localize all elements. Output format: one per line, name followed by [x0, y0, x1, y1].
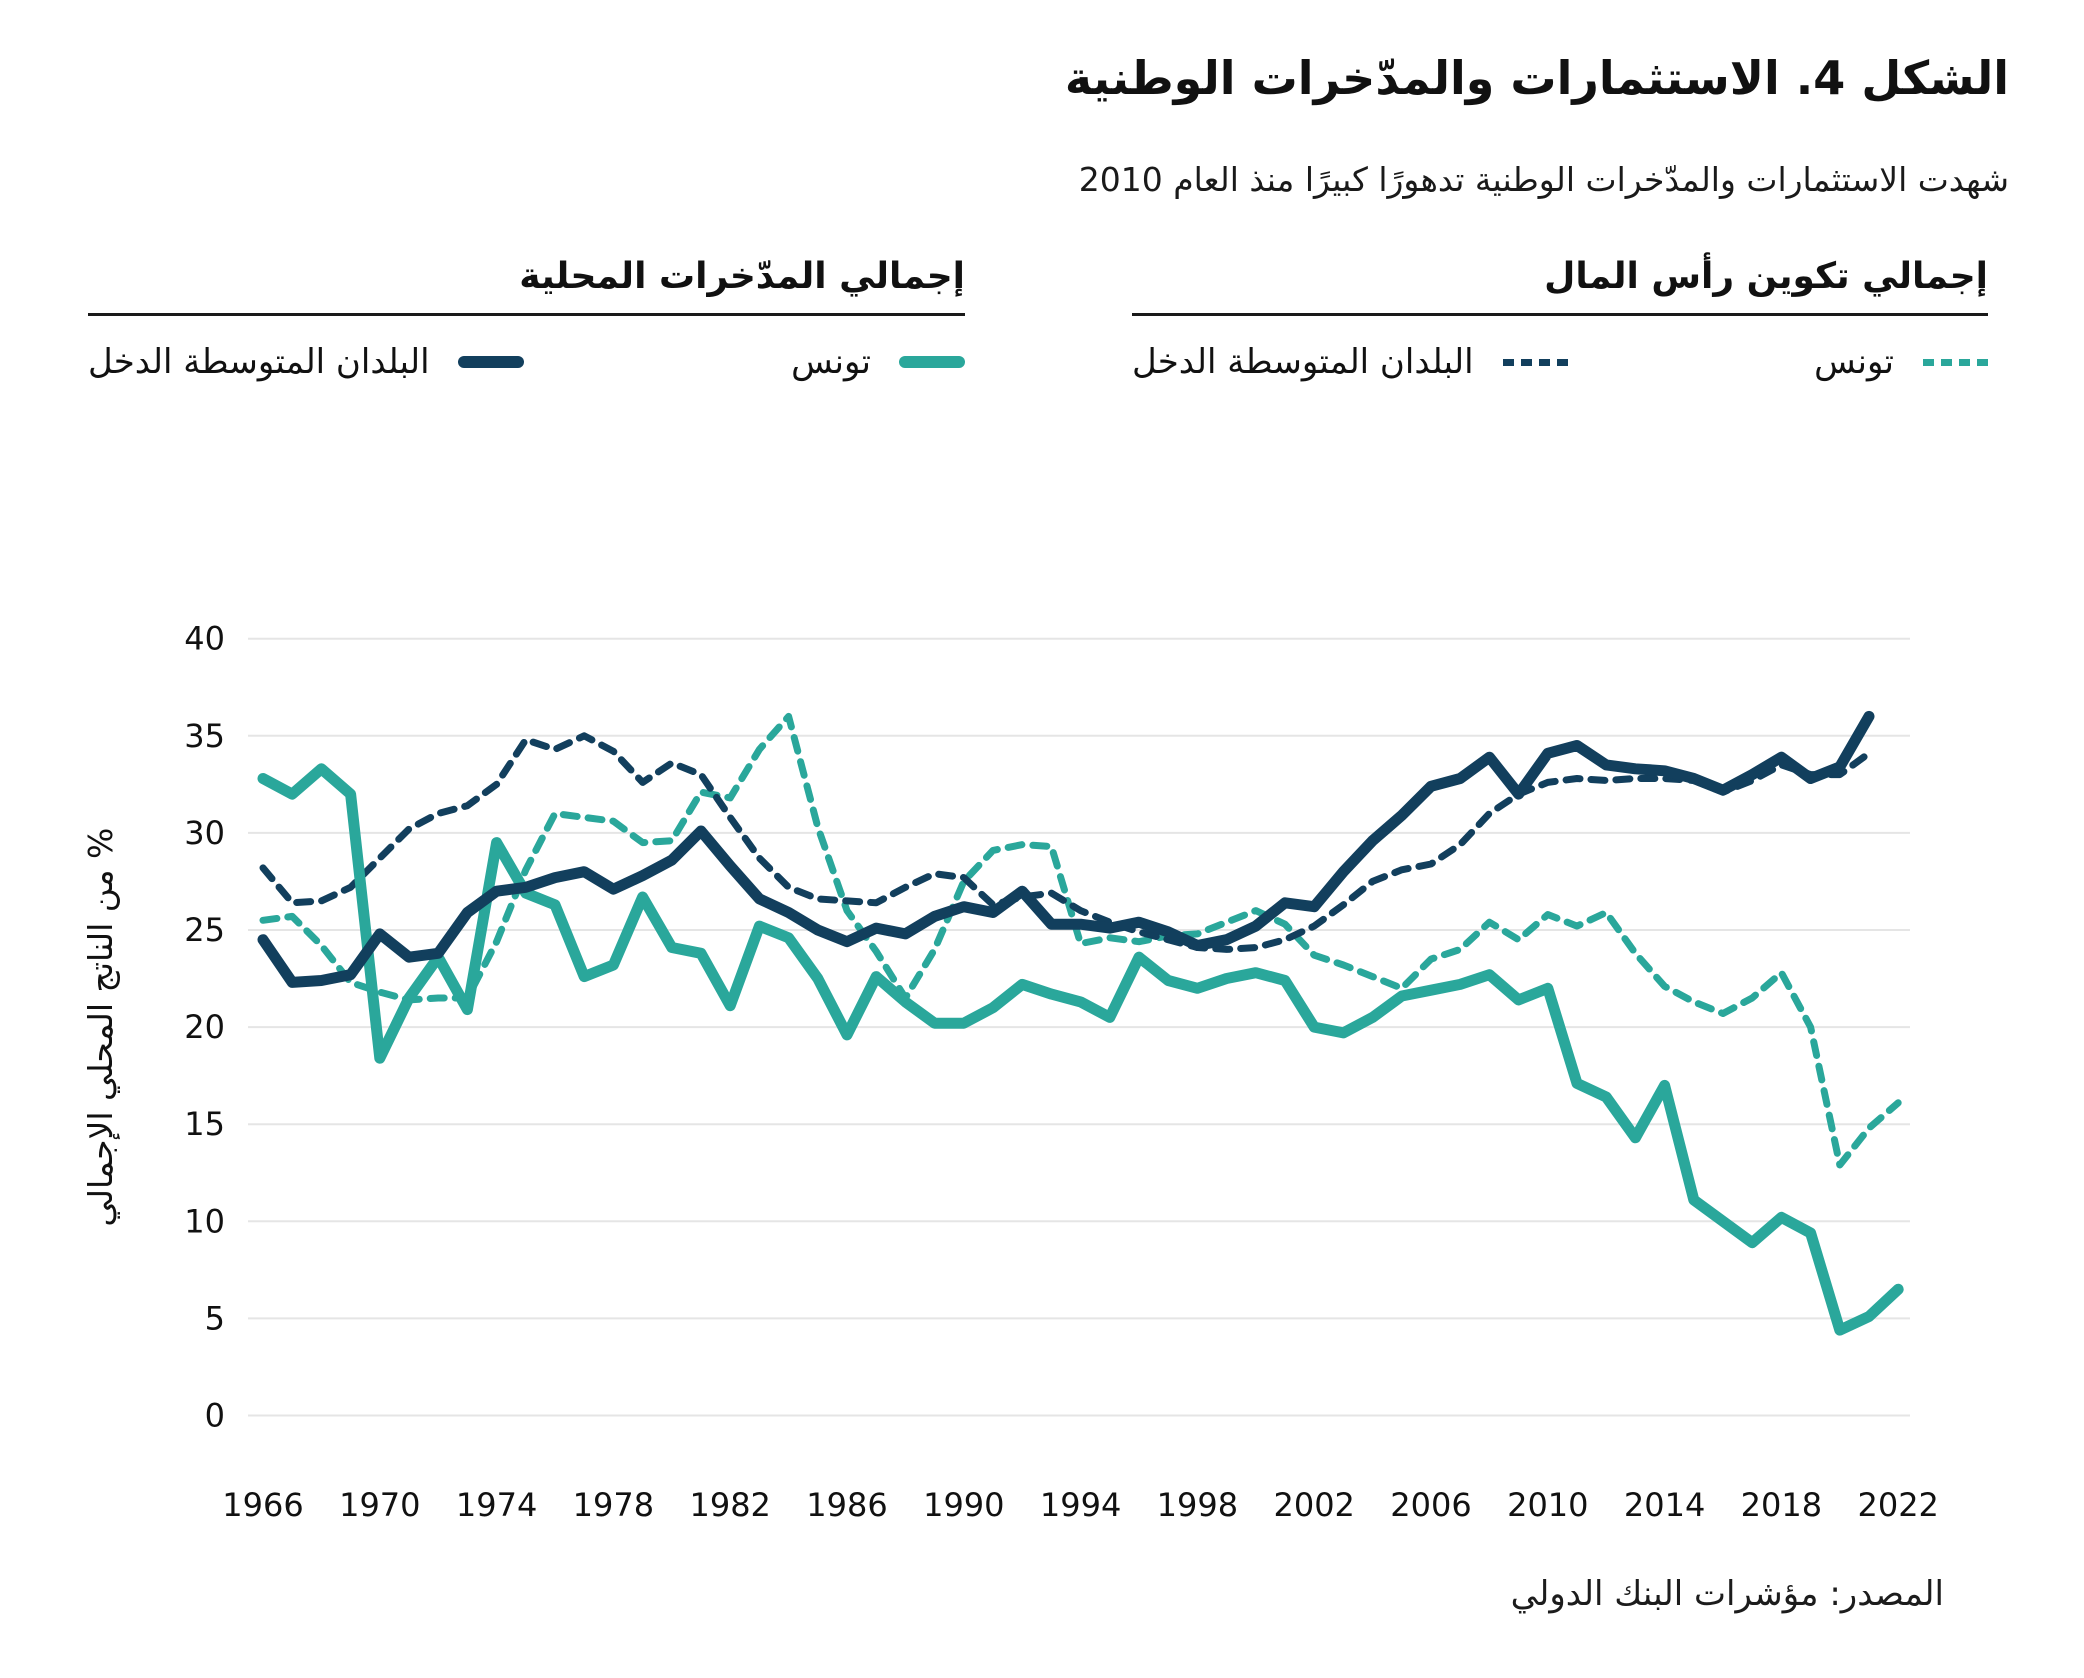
legend-domestic-savings: إجمالي المدّخرات المحلية تونس البلدان ال…	[88, 256, 965, 382]
legend-item-middle-income-dashed: البلدان المتوسطة الدخل	[1132, 342, 1568, 382]
series-line-capital_formation-tunisia	[259, 712, 1902, 1169]
y-tick-label-10: 10	[184, 1202, 225, 1240]
legend-items-domestic-savings: تونس البلدان المتوسطة الدخل	[88, 342, 965, 382]
legend-label: تونس	[791, 342, 871, 382]
legend-item-tunisia-solid: تونس	[791, 342, 965, 382]
solid-navy-line-swatch	[457, 356, 524, 368]
figure-title: الشكل 4. الاستثمارات والمدّخرات الوطنية	[1064, 51, 2009, 105]
x-tick-label-2002: 2002	[1273, 1486, 1354, 1524]
y-tick-label-15: 15	[184, 1105, 225, 1143]
y-tick-label-35: 35	[184, 717, 225, 755]
series-line-domestic_savings-middle-income	[257, 710, 1875, 988]
x-tick-label-1986: 1986	[806, 1486, 887, 1524]
y-tick-label-40: 40	[184, 620, 225, 658]
legend-label: البلدان المتوسطة الدخل	[88, 342, 430, 382]
legend-item-middle-income-solid: البلدان المتوسطة الدخل	[88, 342, 524, 382]
x-tick-label-2006: 2006	[1390, 1486, 1471, 1524]
solid-teal-line-swatch	[899, 356, 965, 368]
y-tick-label-0: 0	[205, 1397, 225, 1435]
y-tick-label-20: 20	[184, 1008, 225, 1046]
y-tick-label-25: 25	[184, 911, 225, 949]
x-tick-label-1998: 1998	[1157, 1486, 1238, 1524]
dashed-teal-line-swatch	[1922, 358, 1988, 366]
x-tick-label-1994: 1994	[1040, 1486, 1121, 1524]
x-tick-label-2018: 2018	[1741, 1486, 1822, 1524]
dashed-navy-line-swatch	[1501, 358, 1568, 366]
legend-items-capital-formation: تونس البلدان المتوسطة الدخل	[1132, 342, 1988, 382]
x-tick-label-1990: 1990	[923, 1486, 1004, 1524]
x-tick-label-1970: 1970	[339, 1486, 420, 1524]
source-note: المصدر: مؤشرات البنك الدولي	[1510, 1574, 1944, 1614]
x-tick-label-2022: 2022	[1857, 1486, 1938, 1524]
y-axis-title: % من الناتج المحلي الإجمالي	[81, 828, 120, 1227]
x-tick-label-2010: 2010	[1507, 1486, 1588, 1524]
legend-label: تونس	[1814, 342, 1894, 382]
x-tick-label-1974: 1974	[456, 1486, 537, 1524]
legend-label: البلدان المتوسطة الدخل	[1132, 342, 1474, 382]
legend-heading-domestic-savings: إجمالي المدّخرات المحلية	[88, 256, 965, 316]
legend-capital-formation: إجمالي تكوين رأس المال تونس البلدان المت…	[1132, 256, 1988, 382]
legend-heading-capital-formation: إجمالي تكوين رأس المال	[1132, 256, 1988, 316]
x-tick-label-1982: 1982	[689, 1486, 770, 1524]
x-tick-label-2014: 2014	[1624, 1486, 1705, 1524]
series-line-capital_formation-middle-income	[259, 732, 1873, 953]
y-tick-label-5: 5	[205, 1299, 225, 1337]
x-tick-label-1978: 1978	[573, 1486, 654, 1524]
y-tick-label-30: 30	[184, 814, 225, 852]
legend-item-tunisia-dashed: تونس	[1814, 342, 1988, 382]
figure-subtitle: شهدت الاستثمارات والمدّخرات الوطنية تدهو…	[1078, 160, 2009, 199]
series-line-domestic_savings-tunisia	[257, 763, 1904, 1336]
x-tick-label-1966: 1966	[222, 1486, 303, 1524]
